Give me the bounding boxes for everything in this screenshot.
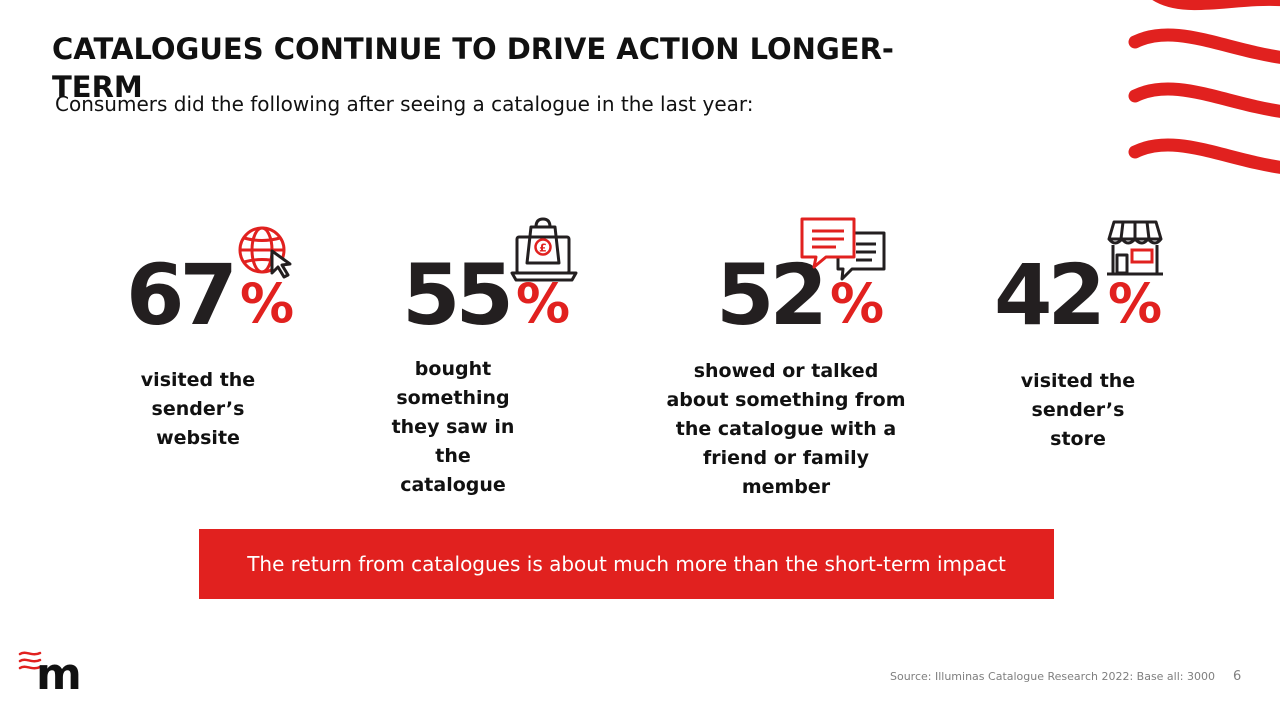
- m-logo: m: [18, 648, 88, 700]
- page-subtitle: Consumers did the following after seeing…: [55, 92, 754, 116]
- globe-cursor-icon: [238, 226, 292, 279]
- stat-purchase: 55 % £: [402, 215, 602, 340]
- stat-percent: %: [516, 272, 571, 335]
- stat-value: 55: [402, 246, 514, 344]
- chat-bubbles-icon: [800, 217, 886, 281]
- page-title: CATALOGUES CONTINUE TO DRIVE ACTION LONG…: [52, 32, 894, 104]
- source-note: Source: Illuminas Catalogue Research 202…: [890, 670, 1215, 683]
- stat-percent: %: [240, 272, 295, 335]
- stat-percent: %: [1108, 272, 1163, 335]
- stat-description: visited the sender’s website: [140, 369, 256, 449]
- page-number: 6: [1233, 669, 1242, 684]
- svg-text:£: £: [539, 242, 547, 255]
- stat-description: bought something they saw in the catalog…: [391, 358, 515, 496]
- storefront-icon: [1107, 220, 1163, 276]
- stat-website: 67 %: [126, 220, 326, 340]
- red-waves-decoration: [1128, 0, 1280, 174]
- laptop-shopping-bag-icon: £: [510, 217, 578, 282]
- stat-value: 67: [126, 246, 238, 344]
- stat-store: 42 %: [994, 215, 1194, 340]
- logo-letter: m: [36, 649, 82, 694]
- stat-description: visited the sender’s store: [1020, 370, 1136, 450]
- stat-percent: %: [830, 272, 885, 335]
- key-message-banner: The return from catalogues is about much…: [199, 529, 1054, 599]
- stat-shared: 52 %: [716, 215, 916, 340]
- stat-value: 42: [994, 246, 1106, 344]
- stat-value: 52: [716, 246, 828, 344]
- stat-description: showed or talked about something from th…: [666, 360, 906, 498]
